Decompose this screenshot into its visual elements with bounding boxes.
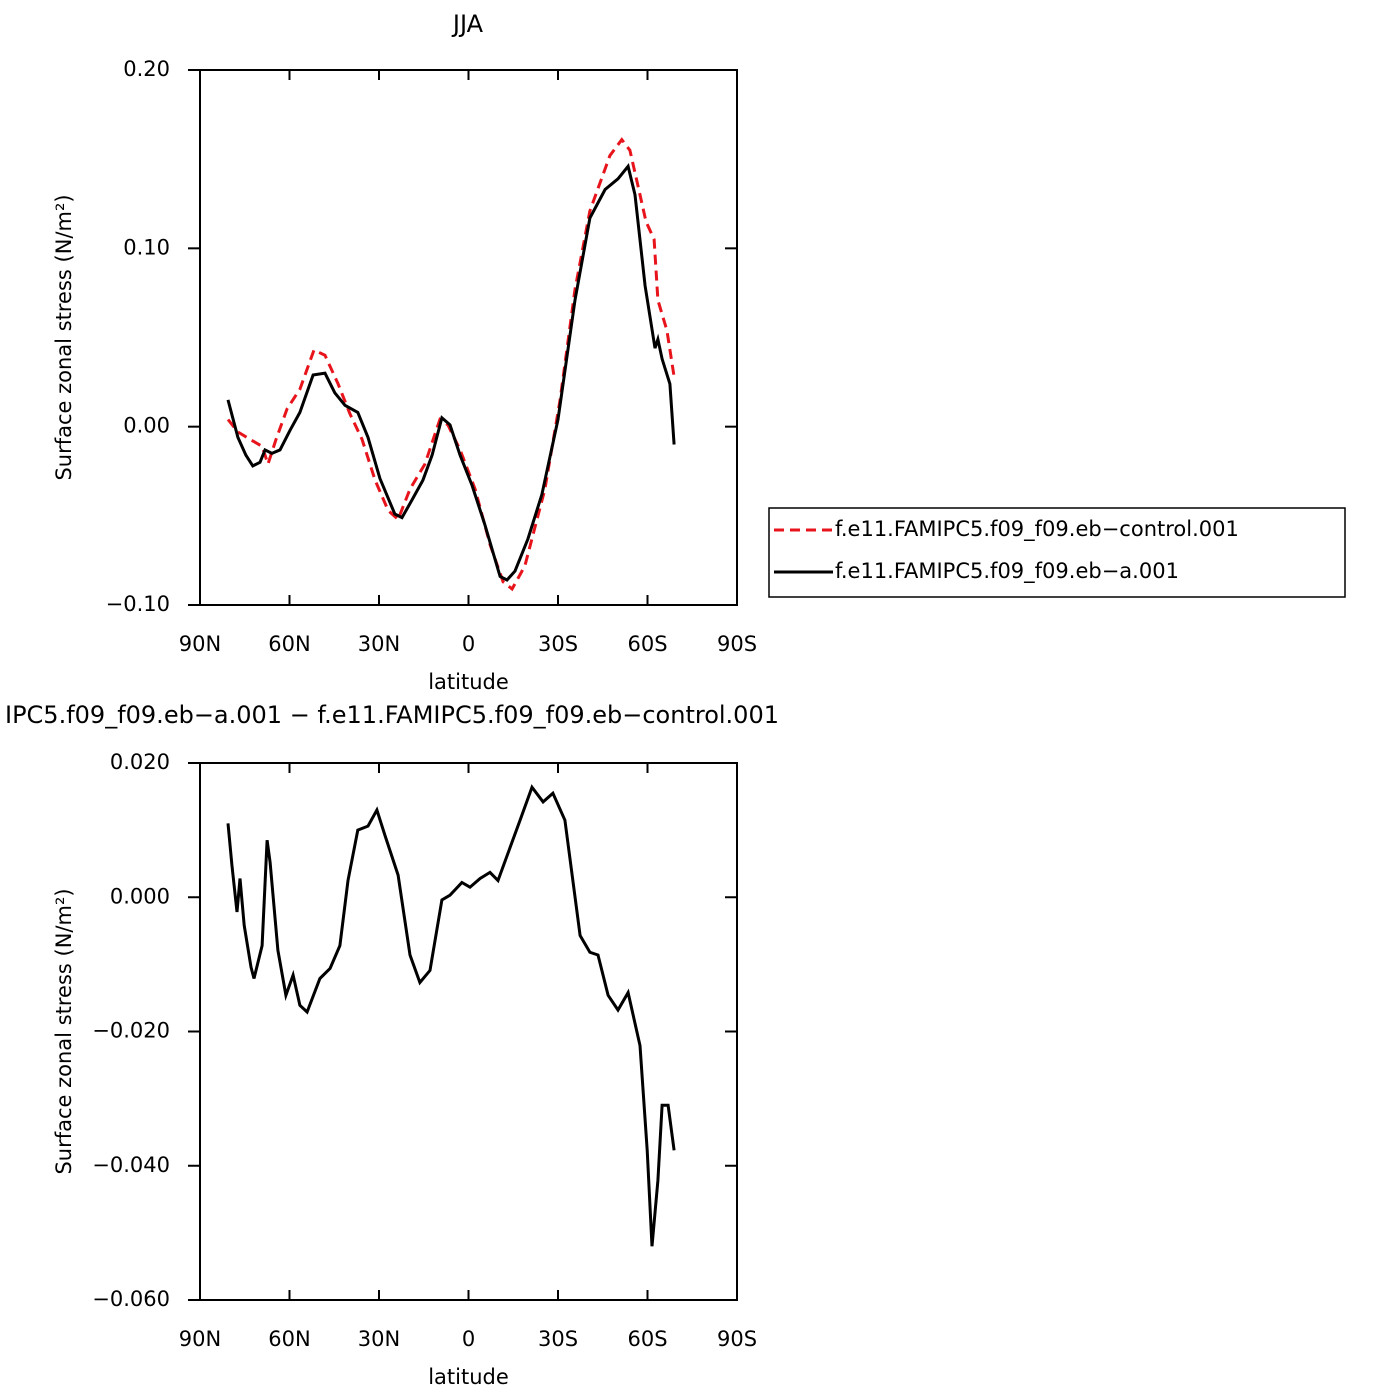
legend-label: f.e11.FAMIPC5.f09_f09.eb−a.001 (835, 559, 1179, 584)
x-tick-label: 90N (179, 632, 221, 656)
x-tick-label: 30N (358, 1327, 400, 1351)
x-tick-label: 90S (717, 632, 757, 656)
y-tick-label: −0.020 (92, 1019, 170, 1043)
x-tick-label: 60S (627, 1327, 667, 1351)
y-tick-label: 0.000 (110, 884, 170, 908)
x-axis-label: latitude (428, 670, 509, 694)
y-tick-label: −0.040 (92, 1153, 170, 1177)
y-tick-label: −0.10 (106, 592, 170, 616)
y-axis-label: Surface zonal stress (N/m²) (52, 888, 76, 1174)
x-tick-label: 30S (538, 632, 578, 656)
plot-frame (199, 69, 738, 606)
x-tick-label: 30N (358, 632, 400, 656)
x-tick-label: 0 (462, 1327, 475, 1351)
legend-box (768, 507, 1346, 598)
chart-title: IPC5.f09_f09.eb−a.001 − f.e11.FAMIPC5.f0… (5, 701, 779, 729)
y-tick-label: 0.10 (123, 235, 170, 259)
data-line (226, 137, 676, 592)
x-tick-label: 60S (627, 632, 667, 656)
y-tick-label: −0.060 (92, 1287, 170, 1311)
y-tick-label: 0.00 (123, 414, 170, 438)
x-tick-label: 0 (462, 632, 475, 656)
y-tick-label: 0.020 (110, 750, 170, 774)
chart-title: JJA (451, 10, 484, 38)
x-tick-label: 30S (538, 1327, 578, 1351)
x-tick-label: 90N (179, 1327, 221, 1351)
x-tick-label: 60N (268, 632, 310, 656)
data-line (226, 784, 676, 1247)
data-line (226, 162, 676, 582)
legend-label: f.e11.FAMIPC5.f09_f09.eb−control.001 (835, 517, 1239, 542)
x-tick-label: 90S (717, 1327, 757, 1351)
x-axis-label: latitude (428, 1365, 509, 1389)
x-tick-label: 60N (268, 1327, 310, 1351)
plot-frame (199, 762, 738, 1301)
y-axis-label: Surface zonal stress (N/m²) (52, 194, 76, 480)
y-tick-label: 0.20 (123, 57, 170, 81)
